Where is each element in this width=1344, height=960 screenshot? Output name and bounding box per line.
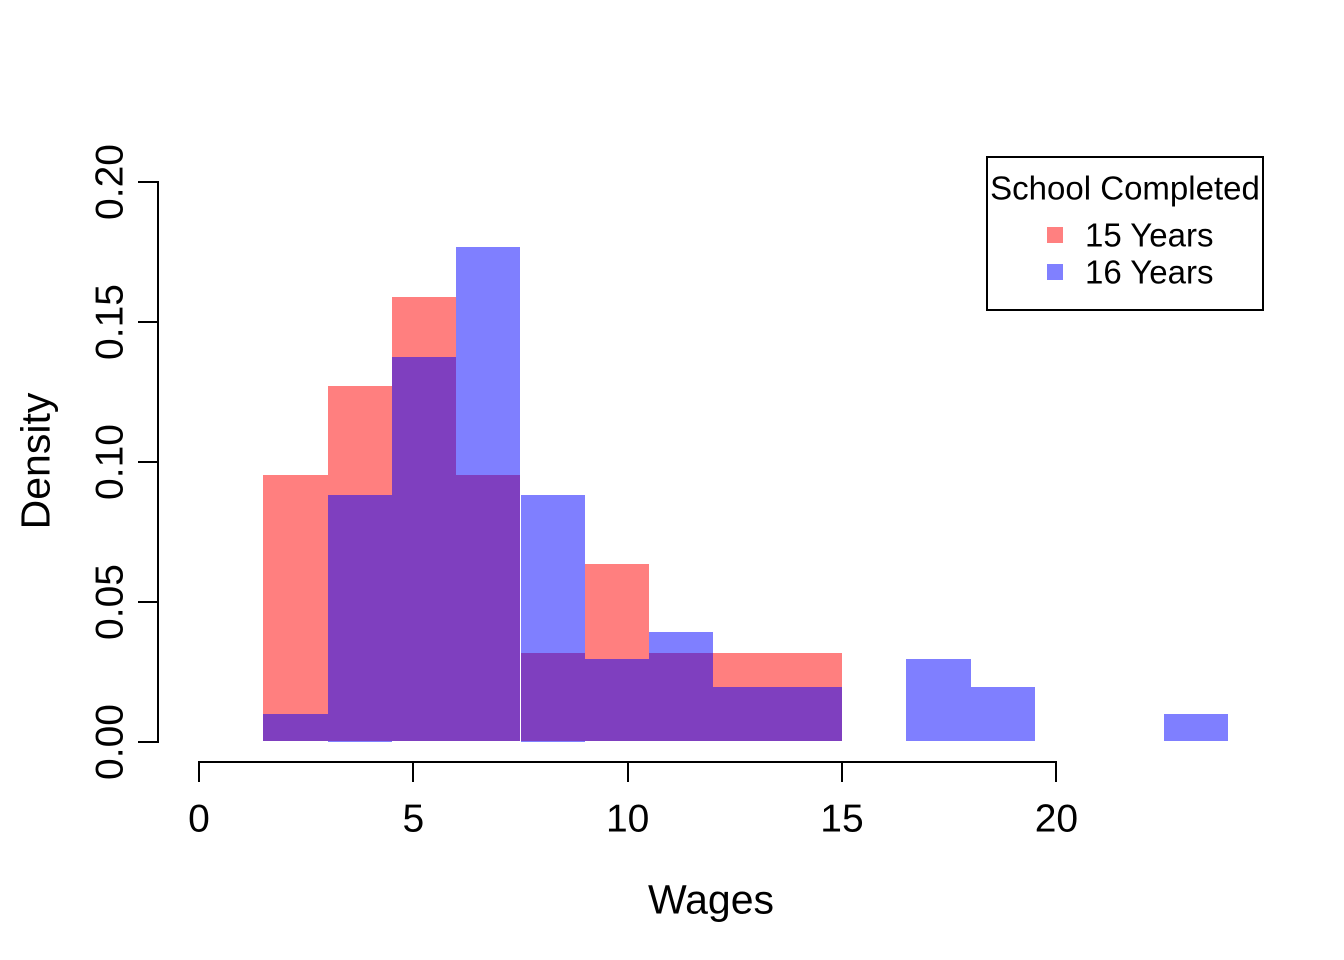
bar-16-years — [584, 659, 650, 742]
bar-16-years — [906, 659, 971, 742]
legend-title: School Completed — [990, 169, 1260, 207]
y-tick-label: 0.00 — [88, 703, 132, 780]
x-tick-label: 0 — [188, 797, 210, 841]
y-tick-label: 0.10 — [88, 423, 132, 500]
y-tick-mark — [138, 740, 158, 743]
bar-16-years — [263, 714, 328, 742]
legend-swatch-15-years-icon — [1047, 227, 1063, 243]
legend: School Completed 15 Years 16 Years — [986, 156, 1264, 311]
x-tick-mark — [841, 762, 843, 782]
x-tick-mark — [412, 762, 415, 782]
y-tick-label: 0.20 — [88, 143, 132, 220]
y-axis-line — [157, 180, 159, 743]
x-axis-title: Wages — [647, 876, 775, 923]
y-tick-label: 0.15 — [88, 283, 132, 360]
bar-15-years — [263, 474, 328, 742]
x-tick-label: 15 — [820, 797, 864, 841]
x-tick-mark — [198, 762, 200, 782]
legend-label-15-years: 15 Years — [1085, 216, 1214, 254]
bar-16-years — [327, 494, 392, 742]
y-axis-title: Density — [12, 392, 59, 530]
y-tick-mark — [138, 600, 158, 603]
x-tick-mark — [1055, 762, 1058, 782]
bar-16-years — [970, 686, 1035, 742]
legend-swatch-16-years-icon — [1047, 264, 1063, 280]
x-tick-label: 20 — [1034, 797, 1079, 841]
y-tick-mark — [138, 320, 158, 323]
x-tick-mark — [626, 762, 629, 782]
legend-label-16-years: 16 Years — [1085, 253, 1214, 291]
y-tick-label: 0.05 — [88, 563, 132, 640]
x-tick-label: 5 — [402, 797, 425, 841]
y-tick-mark — [138, 460, 158, 463]
bar-16-years — [713, 686, 778, 742]
bar-16-years — [1163, 714, 1228, 742]
bar-16-years — [391, 357, 457, 742]
y-tick-mark — [138, 180, 158, 183]
x-tick-label: 10 — [605, 797, 650, 841]
bar-16-years — [649, 631, 714, 742]
bar-16-years — [520, 494, 585, 742]
bar-16-years — [456, 247, 521, 742]
bar-16-years — [777, 686, 842, 742]
